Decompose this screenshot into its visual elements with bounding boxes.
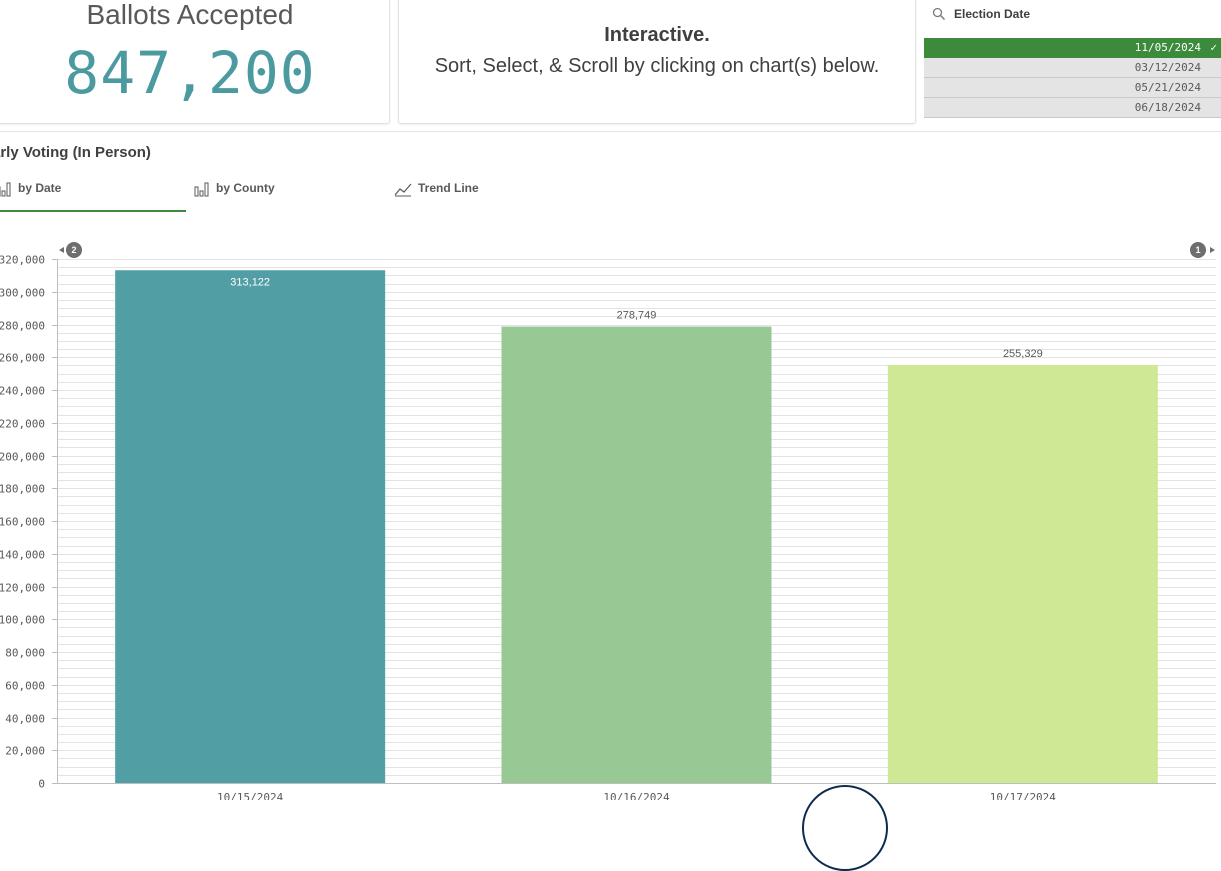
chart-title: arly Voting (In Person) <box>0 144 151 161</box>
x-category-label: 10/17/2024 <box>990 791 1057 800</box>
election-date-filter[interactable]: Election Date 11/05/2024 ✓ 03/12/2024 05… <box>924 0 1221 118</box>
active-tab-indicator <box>0 210 186 212</box>
cursor-highlight-circle <box>802 785 888 871</box>
line-chart-icon <box>394 183 412 197</box>
chevron-left-icon[interactable] <box>59 247 64 253</box>
scroll-left-indicator[interactable]: 2 <box>59 242 82 258</box>
tab-label: by Date <box>18 181 62 195</box>
bar-chart[interactable]: 0 20,000 40,000 60,000 80,000 100,000 120,000 1… <box>0 236 1221 800</box>
filter-item-05-21-2024[interactable]: 05/21/2024 <box>924 78 1221 98</box>
y-tick-label: 160,000 <box>0 516 45 529</box>
y-tick-label: 260,000 <box>0 352 45 365</box>
y-tick-label: 280,000 <box>0 320 45 333</box>
filter-item-label: 11/05/2024 <box>1134 41 1201 54</box>
y-tick-label: 20,000 <box>5 745 45 758</box>
scroll-right-indicator[interactable]: 1 <box>1190 242 1215 258</box>
right-count-badge <box>1190 242 1206 258</box>
y-tick-label: 220,000 <box>0 418 45 431</box>
x-axis-labels: 10/15/2024 10/16/2024 10/17/2024 <box>217 791 1056 800</box>
filter-header[interactable]: Election Date <box>932 5 1030 23</box>
right-count: 1 <box>1195 245 1200 255</box>
bar-value-labels: 313,122 278,749 255,329 <box>230 276 1042 360</box>
kpi-value: 847,200 <box>64 39 316 107</box>
filter-item-11-05-2024[interactable]: 11/05/2024 ✓ <box>924 38 1221 58</box>
y-tick-label: 80,000 <box>5 647 45 660</box>
y-tick-label: 60,000 <box>5 680 45 693</box>
tab-label: by County <box>216 181 275 195</box>
y-tick-label: 200,000 <box>0 451 45 464</box>
info-card: Interactive. Sort, Select, & Scroll by c… <box>398 0 916 124</box>
bar-value-label: 313,122 <box>230 276 270 288</box>
section-divider <box>0 131 1221 132</box>
y-tick-label: 120,000 <box>0 582 45 595</box>
y-tick-label: 300,000 <box>0 287 45 300</box>
filter-item-03-12-2024[interactable]: 03/12/2024 <box>924 58 1221 78</box>
tab-by-county[interactable]: by County <box>194 181 275 211</box>
bar-10-17-2024[interactable] <box>887 364 1158 783</box>
y-axis-labels: 0 20,000 40,000 60,000 80,000 100,000 120,000 1… <box>0 254 45 791</box>
x-category-label: 10/15/2024 <box>217 791 284 800</box>
filter-item-label: 06/18/2024 <box>1134 101 1201 114</box>
tab-by-date[interactable]: by Date <box>0 181 61 211</box>
bar-value-label: 278,749 <box>617 310 657 322</box>
chevron-right-icon[interactable] <box>1210 247 1215 253</box>
y-tick-label: 0 <box>38 778 45 791</box>
y-tick-label: 140,000 <box>0 549 45 562</box>
bar-10-16-2024[interactable] <box>501 326 772 783</box>
info-subtitle: Sort, Select, & Scroll by clicking on ch… <box>434 55 880 77</box>
checkmark-icon: ✓ <box>1210 41 1217 54</box>
left-count: 2 <box>71 245 76 255</box>
kpi-title: Ballots Accepted <box>86 0 294 30</box>
filter-item-label: 03/12/2024 <box>1134 61 1201 74</box>
filter-title: Election Date <box>954 7 1031 21</box>
info-title: Interactive. <box>604 24 710 46</box>
bar-value-label: 255,329 <box>1003 348 1043 360</box>
left-count-badge <box>66 242 82 258</box>
y-tick-label: 40,000 <box>5 713 45 726</box>
chart-bars <box>115 270 1158 784</box>
y-tick-label: 240,000 <box>0 385 45 398</box>
filter-item-06-18-2024[interactable]: 06/18/2024 <box>924 98 1221 118</box>
kpi-card-ballots-accepted: Ballots Accepted 847,200 <box>0 0 390 124</box>
x-category-label: 10/16/2024 <box>603 791 670 800</box>
tab-trend-line[interactable]: Trend Line <box>394 181 479 211</box>
y-tick-label: 100,000 <box>0 614 45 627</box>
bar-10-15-2024[interactable] <box>115 270 386 784</box>
bar-chart-icon <box>0 182 11 197</box>
y-tick-label: 320,000 <box>0 254 45 267</box>
tab-label: Trend Line <box>418 181 479 195</box>
search-icon[interactable] <box>932 7 946 21</box>
bar-chart-icon <box>194 182 209 197</box>
y-tick-label: 180,000 <box>0 483 45 496</box>
filter-item-label: 05/21/2024 <box>1134 81 1201 94</box>
filter-list: 11/05/2024 ✓ 03/12/2024 05/21/2024 06/18… <box>924 38 1221 118</box>
